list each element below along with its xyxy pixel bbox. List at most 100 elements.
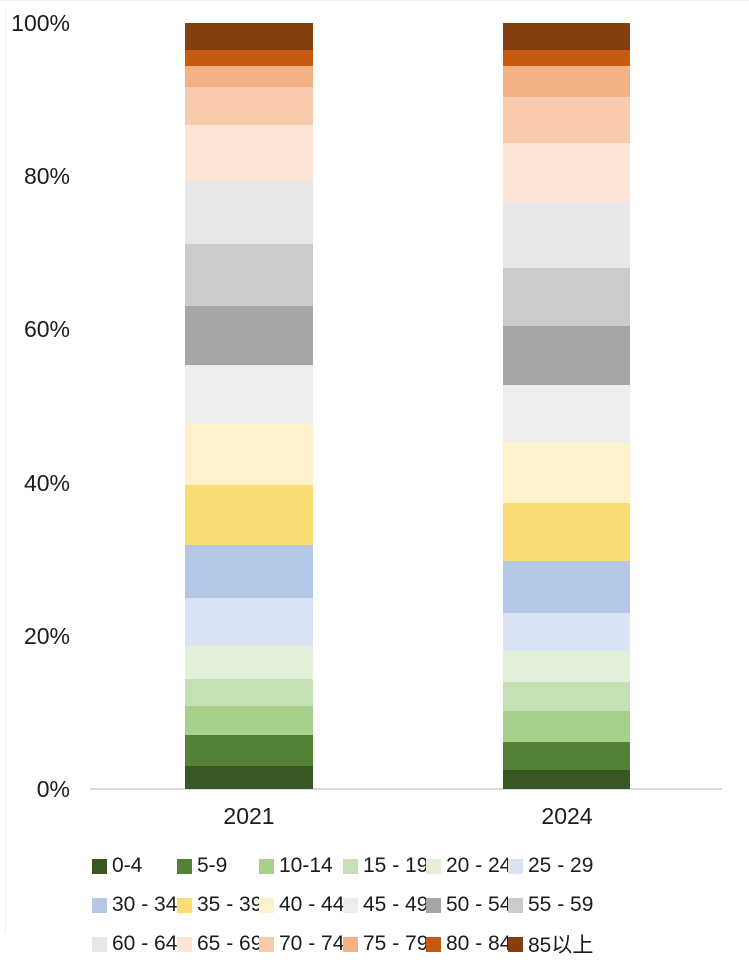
- legend-label: 10-14: [279, 854, 333, 877]
- legend-swatch-icon: [177, 936, 192, 952]
- legend-item-60 - 64: 60 - 64: [92, 932, 177, 956]
- y-tick-label: 40%: [23, 469, 70, 496]
- segment-2021-50 - 54: [185, 305, 313, 365]
- legend-item-85以上: 85以上: [508, 929, 648, 959]
- segment-2024-20 - 24: [503, 651, 630, 682]
- y-tick-label: 20%: [23, 622, 70, 649]
- legend-swatch-icon: [259, 897, 274, 913]
- stacked-bar-2024: [503, 23, 630, 789]
- legend-swatch-icon: [92, 858, 107, 874]
- legend-row: 30 - 34 35 - 39 40 - 44 45 - 49 50 - 54 55 - …: [92, 892, 742, 918]
- segment-2024-35 - 39: [503, 503, 630, 561]
- y-tick-label: 100%: [11, 10, 70, 36]
- y-tick-label: 0%: [36, 776, 70, 802]
- legend-label: 45 - 49: [363, 893, 426, 916]
- segment-2024-5-9: [503, 742, 630, 770]
- legend-item-75 - 79: 75 - 79: [343, 932, 426, 956]
- legend-label: 15 - 19: [363, 854, 426, 877]
- legend-swatch-icon: [343, 858, 358, 874]
- segment-2024-30 - 34: [503, 560, 630, 613]
- segment-2024-70 - 74: [503, 96, 630, 143]
- segment-2021-65 - 69: [185, 125, 313, 181]
- legend-swatch-icon: [177, 897, 192, 913]
- legend-item-5-9: 5-9: [177, 854, 259, 878]
- segment-2021-45 - 49: [185, 364, 313, 425]
- legend-item-40 - 44: 40 - 44: [259, 893, 343, 917]
- legend-label: 40 - 44: [279, 893, 343, 916]
- legend-label: 70 - 74: [279, 932, 343, 955]
- legend-row: 0-4 5-9 10-14 15 - 19 20 - 24 25 - 29: [92, 853, 742, 879]
- segment-2021-80 - 84: [185, 50, 313, 67]
- legend-swatch-icon: [259, 936, 274, 952]
- segment-2021-35 - 39: [185, 484, 313, 545]
- legend-label: 5-9: [197, 854, 228, 877]
- legend-item-70 - 74: 70 - 74: [259, 932, 343, 956]
- segment-2024-75 - 79: [503, 66, 630, 97]
- stacked-bar-2021: [185, 23, 313, 789]
- legend-swatch-icon: [508, 936, 523, 952]
- segment-2021-40 - 44: [185, 424, 313, 485]
- x-axis-label-2024: 2024: [541, 803, 593, 829]
- legend-item-10-14: 10-14: [259, 854, 343, 878]
- legend-swatch-icon: [426, 897, 441, 913]
- segment-2021-70 - 74: [185, 86, 313, 126]
- y-tick-label: 60%: [23, 316, 70, 343]
- legend-swatch-icon: [259, 858, 274, 874]
- segment-2024-0-4: [503, 769, 630, 789]
- legend-label: 30 - 34: [112, 893, 177, 916]
- legend-item-25 - 29: 25 - 29: [508, 854, 648, 878]
- legend-label: 85以上: [528, 934, 594, 957]
- x-axis-line: [90, 788, 722, 790]
- legend-swatch-icon: [92, 897, 107, 913]
- legend-swatch-icon: [508, 858, 523, 874]
- legend-item-0-4: 0-4: [92, 854, 177, 878]
- segment-2021-0-4: [185, 766, 313, 789]
- legend-swatch-icon: [508, 897, 523, 913]
- segment-2024-25 - 29: [503, 612, 630, 652]
- segment-2021-60 - 64: [185, 180, 313, 244]
- legend-label: 50 - 54: [446, 893, 508, 916]
- legend-label: 20 - 24: [446, 854, 508, 877]
- x-axis-label-2021: 2021: [223, 803, 275, 829]
- legend-label: 80 - 84: [446, 932, 508, 955]
- segment-2024-40 - 44: [503, 442, 630, 504]
- legend-item-80 - 84: 80 - 84: [426, 932, 508, 956]
- segment-2021-20 - 24: [185, 645, 313, 679]
- legend-item-45 - 49: 45 - 49: [343, 893, 426, 917]
- legend-swatch-icon: [343, 936, 358, 952]
- legend-swatch-icon: [343, 897, 358, 913]
- legend-label: 60 - 64: [112, 932, 177, 955]
- segment-2024-80 - 84: [503, 50, 630, 67]
- segment-2021-85以上: [185, 23, 313, 50]
- legend-swatch-icon: [426, 936, 441, 952]
- legend-label: 35 - 39: [197, 893, 259, 916]
- segment-2024-45 - 49: [503, 384, 630, 443]
- legend-label: 0-4: [112, 854, 143, 877]
- chart-border-line: [5, 9, 6, 933]
- segment-2021-30 - 34: [185, 544, 313, 598]
- segment-2021-25 - 29: [185, 597, 313, 646]
- legend-label: 55 - 59: [528, 893, 594, 916]
- segment-2021-15 - 19: [185, 678, 313, 707]
- legend-item-55 - 59: 55 - 59: [508, 893, 648, 917]
- segment-2021-10-14: [185, 706, 313, 736]
- legend-item-15 - 19: 15 - 19: [343, 854, 426, 878]
- segment-2024-85以上: [503, 23, 630, 50]
- segment-2024-65 - 69: [503, 142, 630, 203]
- legend-label: 65 - 69: [197, 932, 259, 955]
- segment-2024-15 - 19: [503, 681, 630, 711]
- legend-item-30 - 34: 30 - 34: [92, 893, 177, 917]
- y-tick-label: 80%: [23, 163, 70, 190]
- legend-label: 75 - 79: [363, 932, 426, 955]
- legend-swatch-icon: [92, 936, 107, 952]
- legend-row: 60 - 64 65 - 69 70 - 74 75 - 79 80 - 84 85以上: [92, 931, 742, 957]
- legend-label: 25 - 29: [528, 854, 594, 877]
- segment-2024-55 - 59: [503, 267, 630, 326]
- legend: 0-4 5-9 10-14 15 - 19 20 - 24 25 - 29 30 - 34 3…: [92, 853, 742, 970]
- segment-2021-5-9: [185, 735, 313, 767]
- legend-item-20 - 24: 20 - 24: [426, 854, 508, 878]
- segment-2021-55 - 59: [185, 243, 313, 306]
- segment-2024-50 - 54: [503, 325, 630, 385]
- segment-2021-75 - 79: [185, 66, 313, 87]
